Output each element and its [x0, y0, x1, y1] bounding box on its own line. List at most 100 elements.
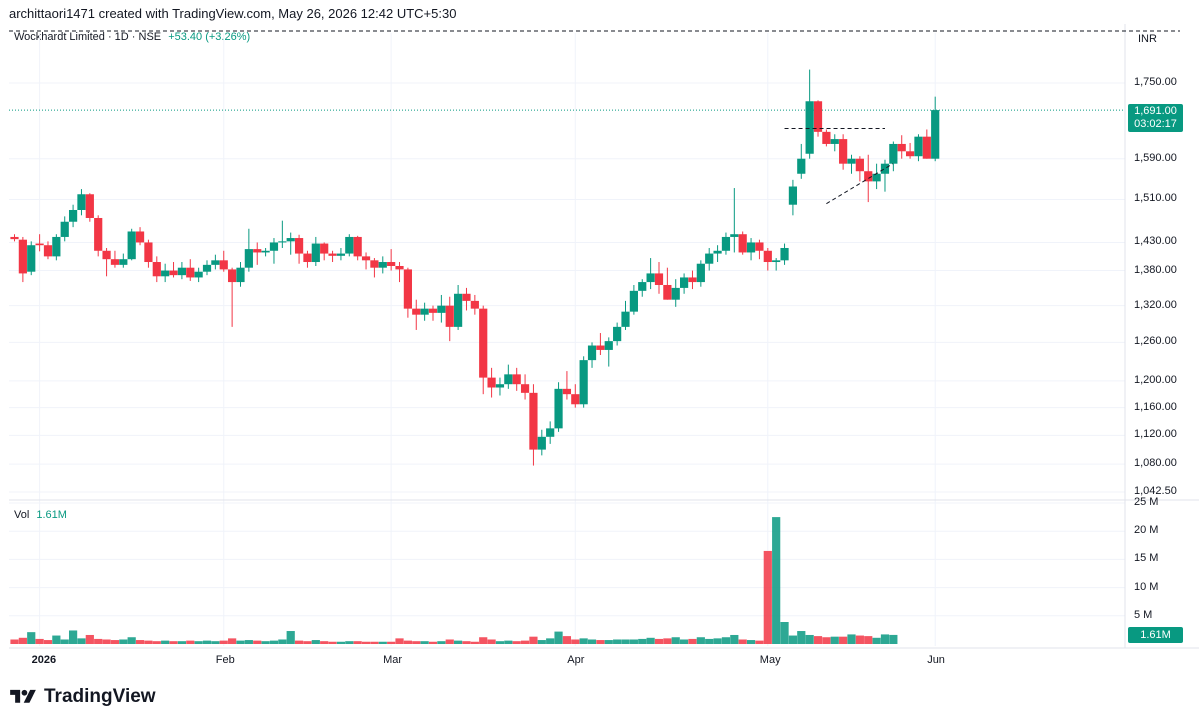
volume-bar [571, 639, 580, 644]
price-tick-label: 1,042.50 [1134, 485, 1177, 497]
volume-bar [830, 636, 839, 644]
candle-body [336, 253, 346, 256]
volume-bar [822, 637, 831, 644]
tradingview-brand[interactable]: TradingView [9, 686, 156, 708]
candle-body [512, 374, 521, 385]
volume-bar [788, 635, 798, 644]
price-tick-label: 1,080.00 [1134, 457, 1177, 470]
candle-body [721, 236, 731, 251]
candle-body [914, 136, 923, 157]
candle-body [403, 269, 412, 309]
volume-bar [738, 639, 747, 644]
volume-bar [328, 641, 337, 644]
volume-bar [194, 641, 203, 644]
volume-bar [361, 641, 371, 644]
candle-body [587, 345, 597, 361]
volume-bar [320, 641, 329, 644]
volume-bar [864, 636, 873, 644]
volume-bar [85, 634, 94, 644]
volume-bar [554, 631, 563, 644]
candle-body [872, 173, 881, 182]
candle-body [529, 392, 538, 450]
volume-bar [797, 631, 806, 644]
volume-bar [537, 640, 546, 644]
candle-body [445, 305, 454, 327]
candle-body [311, 243, 320, 263]
candle-body [437, 305, 446, 313]
volume-bar [219, 640, 228, 644]
candle-body [705, 253, 714, 264]
price-tick-label: 1,320.00 [1134, 298, 1177, 311]
candle-body [680, 277, 689, 288]
volume-bar [119, 639, 128, 644]
volume-bar [60, 639, 69, 644]
candle-body [730, 234, 739, 237]
time-tick-label: Feb [215, 654, 235, 666]
volume-bar [746, 640, 756, 644]
candle-body [412, 308, 421, 315]
last-price-tag: 1,691.00 03:02:17 [1128, 104, 1183, 132]
volume-bar [336, 641, 346, 644]
volume-bar [855, 635, 864, 644]
volume-bar [420, 641, 429, 644]
candle-body [194, 271, 203, 278]
volume-bar [763, 550, 772, 644]
volume-tick-label: 5 M [1134, 608, 1153, 621]
candle-body [755, 242, 764, 251]
candle-body [85, 194, 94, 218]
candle-body [328, 253, 337, 256]
candle-body [830, 139, 839, 144]
candle-body [253, 249, 262, 253]
volume-bar [613, 639, 622, 644]
price-tick-label: 1,430.00 [1134, 235, 1177, 248]
volume-bar [529, 636, 538, 644]
volume-bar [403, 640, 412, 644]
candle-body [18, 239, 27, 274]
time-tick-label: May [759, 654, 781, 666]
candle-body [211, 260, 220, 265]
candle-body [470, 300, 479, 309]
volume-bar [880, 634, 890, 644]
candle-body [144, 242, 153, 263]
volume-bar [161, 640, 170, 644]
volume-bar [688, 638, 697, 644]
candle-body [454, 293, 463, 327]
last-price-value: 1,691.00 [1134, 105, 1177, 117]
candle-body [805, 101, 814, 154]
support-line [826, 163, 894, 205]
candle-body [35, 243, 44, 246]
candle-body [177, 267, 186, 276]
candle-body [370, 260, 379, 268]
candle-body [278, 241, 287, 243]
symbol-legend: Wockhardt Limited · 1D · NSE +53.40 (+3.… [14, 31, 250, 43]
price-tick-label: 1,590.00 [1134, 151, 1177, 164]
candle-body [621, 311, 630, 327]
time-tick-label: Apr [567, 654, 585, 666]
volume-bar [772, 517, 781, 644]
volume-bar [596, 640, 605, 644]
volume-bar [520, 640, 530, 644]
candle-body [462, 293, 471, 301]
currency-label[interactable]: INR [1138, 33, 1157, 45]
candle-body [688, 277, 697, 283]
candle-body [395, 265, 404, 270]
volume-bar [43, 640, 53, 644]
volume-bar [244, 640, 253, 644]
candle-body [161, 270, 170, 277]
candle-body [855, 158, 864, 172]
volume-bar [629, 639, 638, 644]
tradingview-logo-icon [10, 689, 36, 703]
volume-bar [579, 638, 588, 644]
symbol-title[interactable]: Wockhardt Limited · 1D · NSE [14, 31, 162, 43]
candle-body [261, 250, 270, 253]
candle-body [43, 245, 53, 257]
volume-bar [102, 639, 111, 644]
candle-body [931, 110, 940, 159]
volume-bar [680, 639, 689, 644]
candle-body [763, 250, 772, 263]
volume-tick-label: 15 M [1134, 552, 1159, 565]
volume-bar [395, 638, 404, 644]
candle-body [813, 101, 823, 132]
candle-body [629, 290, 638, 312]
